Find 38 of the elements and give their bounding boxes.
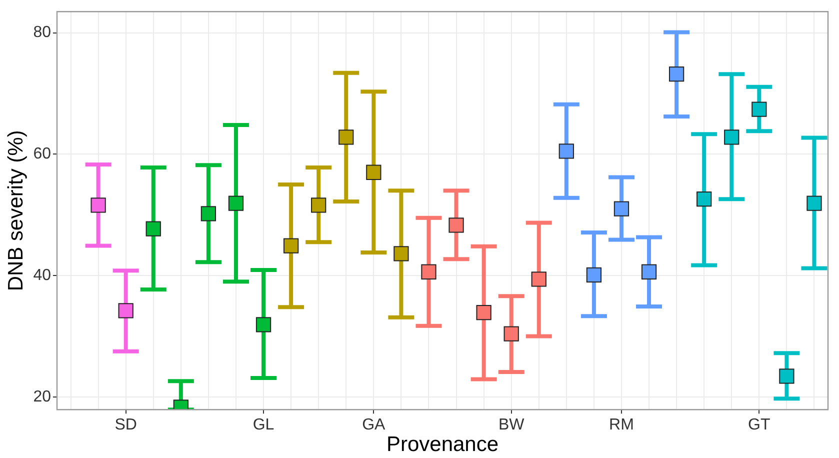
point xyxy=(90,198,106,213)
point xyxy=(366,164,382,180)
point xyxy=(118,303,134,318)
y-axis-title: DNB severity (%) xyxy=(4,130,28,292)
y-tick-label: 60 xyxy=(33,146,52,163)
point xyxy=(779,368,794,384)
point xyxy=(476,304,492,320)
point xyxy=(668,66,684,82)
point xyxy=(614,201,630,216)
point xyxy=(724,130,740,145)
point xyxy=(338,130,354,145)
point xyxy=(752,102,767,117)
point xyxy=(200,206,216,222)
x-tick-label: RM xyxy=(609,416,634,434)
point xyxy=(641,264,657,280)
point xyxy=(504,326,519,342)
y-tick-label: 40 xyxy=(33,266,52,284)
point xyxy=(283,238,299,254)
x-tick-label: GL xyxy=(252,416,274,434)
point xyxy=(394,246,409,262)
y-tick-label: 80 xyxy=(33,24,52,42)
y-tick-label: 20 xyxy=(33,388,52,406)
point xyxy=(806,196,822,211)
point xyxy=(531,272,546,287)
x-axis-title: Provenance xyxy=(386,433,499,456)
point xyxy=(696,192,712,207)
x-tick-label: BW xyxy=(498,416,526,434)
point xyxy=(586,267,602,282)
point xyxy=(256,317,272,332)
point xyxy=(228,196,244,211)
point xyxy=(421,264,436,280)
x-tick-label: GA xyxy=(362,416,386,434)
point xyxy=(448,218,464,233)
point xyxy=(311,198,326,213)
point xyxy=(558,144,574,159)
x-tick-label: SD xyxy=(114,416,137,434)
x-tick-label: GT xyxy=(748,416,770,434)
point xyxy=(146,221,161,236)
